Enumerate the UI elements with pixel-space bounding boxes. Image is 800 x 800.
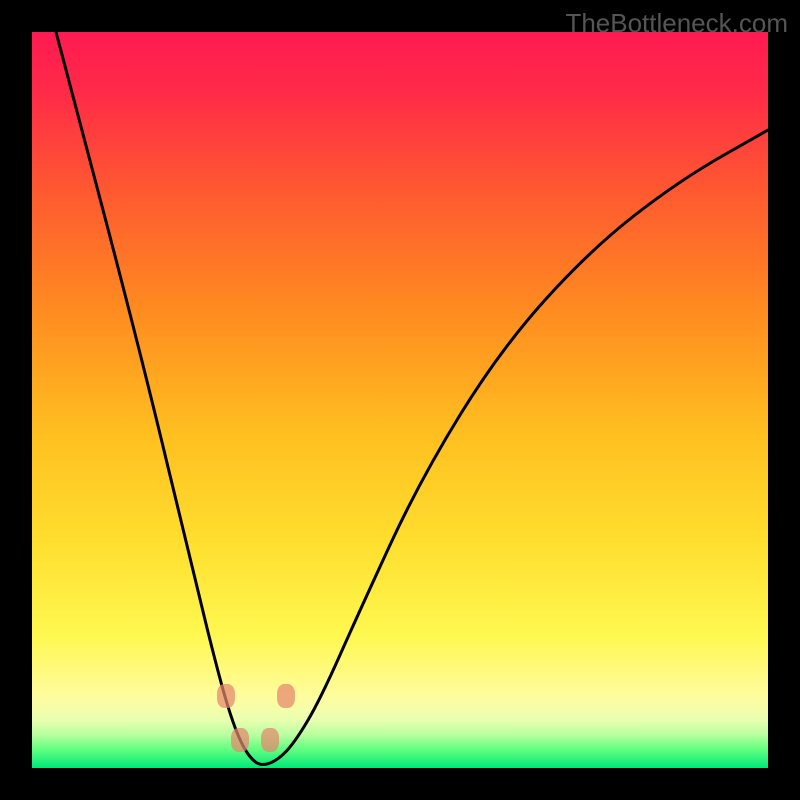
- watermark-text: TheBottleneck.com: [565, 8, 788, 39]
- plot-background: [32, 32, 768, 768]
- chart-container: TheBottleneck.com: [0, 0, 800, 800]
- curve-marker-3: [277, 684, 295, 708]
- curve-marker-2: [261, 728, 279, 752]
- plot-svg: [0, 0, 800, 800]
- curve-marker-0: [217, 684, 235, 708]
- curve-marker-1: [231, 728, 249, 752]
